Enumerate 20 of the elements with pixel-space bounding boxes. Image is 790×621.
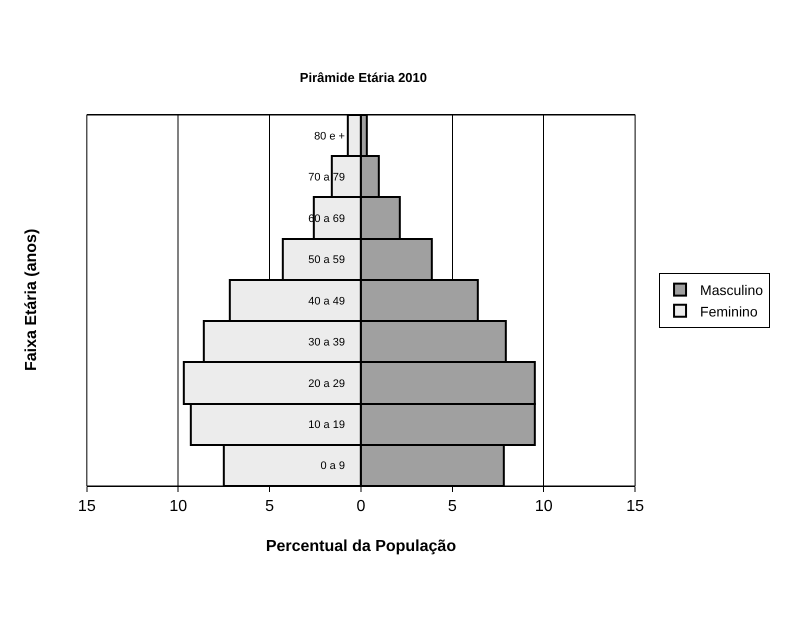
y-tick-label: 30 a 39 <box>308 336 345 349</box>
x-axis-title: Percentual da População <box>266 538 456 555</box>
y-tick-label: 40 a 49 <box>308 295 345 308</box>
legend-label: Masculino <box>700 282 764 298</box>
y-tick-label: 20 a 29 <box>308 378 345 390</box>
x-tick-label: 15 <box>78 498 96 516</box>
y-tick-label: 0 a 9 <box>320 460 345 472</box>
x-tick-label: 10 <box>169 498 188 516</box>
chart-title: Pirâmide Etária 2010 <box>300 70 427 86</box>
x-tick-label: 0 <box>356 498 366 516</box>
x-tick-label: 10 <box>534 498 553 516</box>
x-tick-label: 5 <box>265 498 274 516</box>
x-tick-label: 15 <box>626 498 644 516</box>
y-tick-label: 10 a 19 <box>308 419 345 432</box>
x-tick-label: 5 <box>448 498 457 516</box>
y-axis-title: Faixa Etária (anos) <box>23 228 40 371</box>
legend-label: Feminino <box>700 303 758 320</box>
y-tick-label: 50 a 59 <box>308 254 345 266</box>
y-tick-label: 80 e + <box>314 130 345 142</box>
y-tick-label: 70 a 79 <box>308 172 345 184</box>
